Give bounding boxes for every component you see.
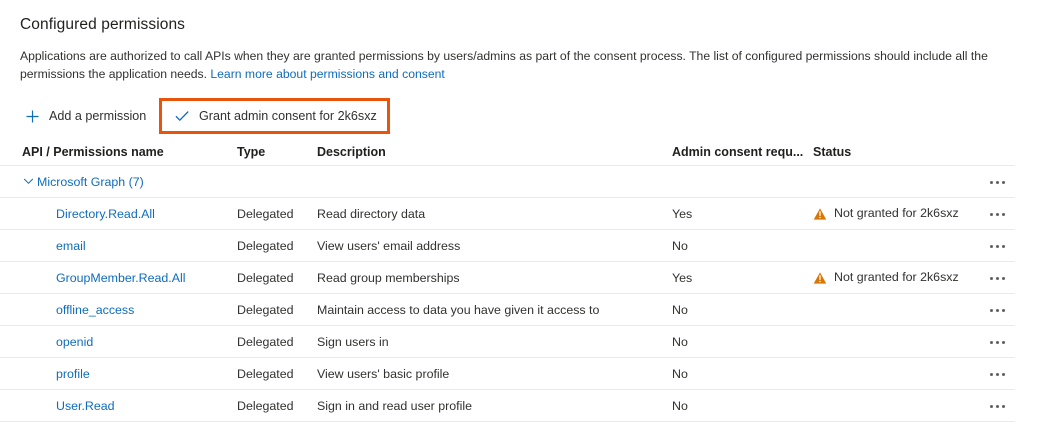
status-badge: Not granted for 2k6sxz — [834, 270, 959, 285]
permission-name-link[interactable]: offline_access — [56, 302, 135, 317]
table-group-row-microsoft-graph[interactable]: Microsoft Graph (7) — [0, 166, 1015, 198]
permission-name-cell: offline_access — [56, 303, 134, 315]
permission-description-cell: Maintain access to data you have given i… — [317, 302, 600, 317]
admin-consent-required-cell: Yes — [672, 270, 693, 285]
table-row[interactable]: Directory.Read.All Delegated Read director… — [0, 198, 1015, 230]
intro-paragraph: Applications are authorized to call APIs… — [20, 47, 1012, 83]
permission-name-cell: openid — [56, 335, 93, 347]
permission-description-cell: View users' basic profile — [317, 366, 450, 381]
table-row[interactable]: GroupMember.Read.All Delegated Read group … — [0, 262, 1015, 294]
permission-name-link[interactable]: GroupMember.Read.All — [56, 270, 186, 285]
permission-name-link[interactable]: profile — [56, 366, 90, 381]
permission-name-link[interactable]: User.Read — [56, 398, 115, 413]
permission-name-link[interactable]: email — [56, 238, 86, 253]
table-header-row: API / Permissions name Type Description … — [0, 138, 1015, 166]
admin-consent-required-cell: No — [672, 238, 688, 253]
permission-type-cell: Delegated — [237, 334, 294, 349]
status-cell: Not granted for 2k6sxz — [813, 207, 959, 221]
add-permission-label: Add a permission — [49, 108, 147, 123]
permission-name-cell: profile — [56, 367, 90, 379]
more-options-icon[interactable] — [986, 206, 1009, 222]
permissions-table: API / Permissions name Type Description … — [0, 138, 1060, 422]
table-row[interactable]: email Delegated View users' email address N… — [0, 230, 1015, 262]
more-options-icon[interactable] — [986, 238, 1009, 254]
permission-name-cell: email — [56, 239, 86, 251]
column-header-api-permissions-name[interactable]: API / Permissions name — [22, 144, 164, 159]
more-options-icon[interactable] — [986, 366, 1009, 382]
grant-admin-consent-button[interactable]: Grant admin consent for 2k6sxz — [168, 102, 387, 130]
table-body: Directory.Read.All Delegated Read director… — [0, 198, 1060, 422]
more-options-icon[interactable] — [986, 302, 1009, 318]
table-row[interactable]: openid Delegated Sign users in No — [0, 326, 1015, 358]
add-permission-button[interactable]: Add a permission — [18, 100, 156, 132]
admin-consent-required-cell: No — [672, 302, 688, 317]
permission-name-cell: GroupMember.Read.All — [56, 271, 185, 283]
permission-description-cell: View users' email address — [317, 238, 461, 253]
table-row[interactable]: User.Read Delegated Sign in and read user … — [0, 390, 1015, 422]
warning-icon — [813, 207, 827, 221]
permission-description-cell: Sign users in — [317, 334, 389, 349]
permission-description-cell: Read directory data — [317, 206, 426, 221]
permission-type-cell: Delegated — [237, 398, 294, 413]
permission-name-cell: User.Read — [56, 399, 115, 411]
warning-icon — [813, 271, 827, 285]
permission-type-cell: Delegated — [237, 270, 294, 285]
grant-admin-consent-label: Grant admin consent for 2k6sxz — [199, 108, 377, 123]
checkmark-icon — [172, 106, 192, 126]
chevron-down-icon[interactable] — [22, 176, 34, 188]
more-options-icon[interactable] — [986, 334, 1009, 350]
permission-description-cell: Read group memberships — [317, 270, 460, 285]
column-header-type[interactable]: Type — [237, 144, 266, 159]
permission-name-link[interactable]: openid — [56, 334, 94, 349]
status-badge: Not granted for 2k6sxz — [834, 206, 959, 221]
more-options-icon[interactable] — [986, 174, 1009, 190]
permission-name-cell: Directory.Read.All — [56, 207, 155, 219]
group-label-microsoft-graph[interactable]: Microsoft Graph (7) — [37, 174, 144, 189]
permission-type-cell: Delegated — [237, 366, 294, 381]
plus-icon — [22, 106, 42, 126]
permission-type-cell: Delegated — [237, 302, 294, 317]
admin-consent-required-cell: No — [672, 366, 688, 381]
grant-consent-highlight: Grant admin consent for 2k6sxz — [159, 98, 390, 134]
permission-name-link[interactable]: Directory.Read.All — [56, 206, 155, 221]
admin-consent-required-cell: No — [672, 398, 688, 413]
table-row[interactable]: offline_access Delegated Maintain access t… — [0, 294, 1015, 326]
admin-consent-required-cell: No — [672, 334, 688, 349]
more-options-icon[interactable] — [986, 398, 1009, 414]
command-bar: Add a permission — [18, 99, 156, 133]
intro-text: Applications are authorized to call APIs… — [20, 49, 988, 81]
column-header-description[interactable]: Description — [317, 144, 386, 159]
column-header-admin-consent-required[interactable]: Admin consent requ... — [672, 144, 804, 159]
permission-type-cell: Delegated — [237, 238, 294, 253]
more-options-icon[interactable] — [986, 270, 1009, 286]
table-row[interactable]: profile Delegated View users' basic profil… — [0, 358, 1015, 390]
page-title: Configured permissions — [20, 16, 186, 33]
admin-consent-required-cell: Yes — [672, 206, 693, 221]
status-cell: Not granted for 2k6sxz — [813, 271, 959, 285]
column-header-status[interactable]: Status — [813, 144, 852, 159]
learn-more-link[interactable]: Learn more about permissions and consent — [210, 67, 445, 81]
permission-description-cell: Sign in and read user profile — [317, 398, 472, 413]
permission-type-cell: Delegated — [237, 206, 294, 221]
